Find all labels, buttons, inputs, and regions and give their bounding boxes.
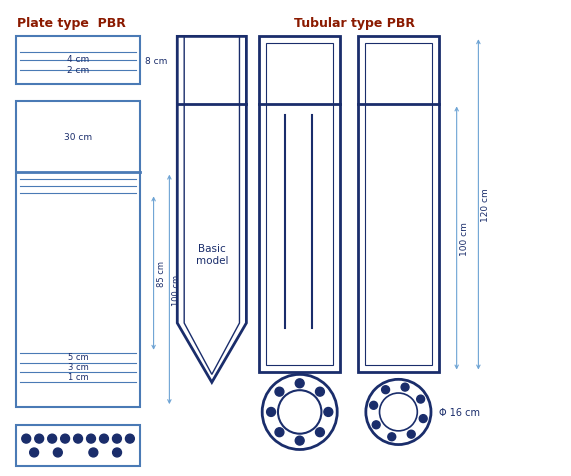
Text: 30 cm: 30 cm (64, 132, 92, 141)
Polygon shape (177, 37, 246, 383)
Text: Tubular type PBR: Tubular type PBR (295, 17, 416, 30)
Circle shape (275, 428, 284, 437)
Circle shape (267, 407, 276, 416)
Circle shape (74, 434, 82, 443)
Circle shape (61, 434, 70, 443)
Bar (17, 101, 140, 407)
Circle shape (30, 448, 39, 457)
Circle shape (89, 448, 98, 457)
Circle shape (35, 434, 43, 443)
Text: 85 cm: 85 cm (156, 260, 166, 287)
Circle shape (380, 393, 417, 431)
Circle shape (316, 387, 324, 397)
Bar (259, 37, 340, 373)
Bar (358, 37, 439, 373)
Circle shape (53, 448, 62, 457)
Circle shape (366, 379, 431, 445)
Circle shape (369, 401, 377, 409)
Circle shape (295, 379, 304, 388)
Bar (365, 44, 432, 366)
Circle shape (419, 415, 427, 423)
Bar (266, 44, 333, 366)
Circle shape (324, 407, 333, 416)
Text: 8 cm: 8 cm (144, 57, 167, 66)
Circle shape (87, 434, 95, 443)
Text: 3 cm: 3 cm (68, 362, 89, 371)
Circle shape (401, 383, 409, 391)
Circle shape (278, 390, 321, 434)
Text: Φ 16 cm: Φ 16 cm (439, 407, 480, 417)
Text: 5 cm: 5 cm (68, 352, 89, 361)
Text: 100 cm: 100 cm (172, 274, 182, 305)
Text: 2 cm: 2 cm (67, 66, 89, 75)
Text: 120 cm: 120 cm (481, 188, 490, 222)
Circle shape (262, 375, 337, 449)
Circle shape (388, 433, 396, 441)
Circle shape (126, 434, 134, 443)
Circle shape (48, 434, 57, 443)
Circle shape (112, 434, 122, 443)
Circle shape (112, 448, 122, 457)
Circle shape (295, 436, 304, 445)
Circle shape (316, 428, 324, 437)
Circle shape (99, 434, 108, 443)
Text: Plate type  PBR: Plate type PBR (17, 17, 126, 30)
Circle shape (372, 421, 380, 429)
Circle shape (417, 395, 425, 403)
Text: 1 cm: 1 cm (68, 372, 89, 381)
Bar (17, 37, 140, 85)
Bar (17, 425, 140, 466)
Text: 100 cm: 100 cm (460, 222, 469, 256)
Circle shape (407, 430, 415, 438)
Text: 4 cm: 4 cm (67, 54, 89, 63)
Text: Basic
model: Basic model (196, 244, 228, 265)
Circle shape (275, 387, 284, 397)
Circle shape (381, 386, 389, 394)
Circle shape (22, 434, 31, 443)
